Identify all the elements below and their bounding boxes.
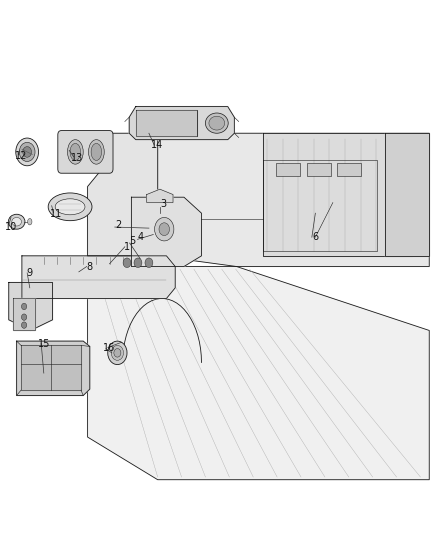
Text: 2: 2 [115,220,121,230]
Text: 6: 6 [312,232,318,242]
Circle shape [108,341,127,365]
Ellipse shape [12,217,21,226]
Ellipse shape [8,214,25,229]
Text: 12: 12 [15,151,27,160]
Polygon shape [129,107,234,140]
Polygon shape [88,133,158,256]
Circle shape [21,322,27,328]
Ellipse shape [48,193,92,221]
Bar [307,163,331,176]
Text: 9: 9 [27,268,33,278]
Polygon shape [147,189,173,203]
Circle shape [21,314,27,320]
Circle shape [123,258,131,268]
Polygon shape [9,282,53,330]
Polygon shape [385,133,429,256]
Ellipse shape [28,219,32,225]
Circle shape [16,138,39,166]
Text: 10: 10 [5,222,17,231]
Bar [276,163,300,176]
Polygon shape [131,197,201,266]
Ellipse shape [88,140,104,164]
Polygon shape [21,345,81,390]
Circle shape [155,217,174,241]
Text: 11: 11 [50,209,62,219]
Ellipse shape [67,140,83,164]
Circle shape [19,142,35,161]
Circle shape [114,349,121,357]
Text: 15: 15 [38,339,50,349]
Polygon shape [263,133,412,256]
Ellipse shape [209,116,225,130]
Polygon shape [13,298,35,330]
Circle shape [134,258,142,268]
Circle shape [159,223,170,236]
Polygon shape [158,133,429,266]
Bar [337,163,361,176]
Polygon shape [88,266,429,480]
Text: 14: 14 [151,140,163,150]
Ellipse shape [205,113,228,133]
FancyBboxPatch shape [58,131,113,173]
Polygon shape [22,256,175,298]
Polygon shape [136,110,197,136]
Ellipse shape [91,143,102,160]
Ellipse shape [70,143,81,160]
Text: 16: 16 [102,343,115,352]
Circle shape [21,303,27,310]
Text: 4: 4 [137,232,143,242]
Text: 13: 13 [71,154,83,163]
Circle shape [145,258,153,268]
Text: 3: 3 [160,199,166,208]
Ellipse shape [55,199,85,215]
Text: 8: 8 [87,262,93,271]
Circle shape [111,345,124,360]
Polygon shape [17,341,90,395]
Text: 5: 5 [129,236,135,246]
Text: 1: 1 [124,242,130,252]
Circle shape [23,147,32,157]
